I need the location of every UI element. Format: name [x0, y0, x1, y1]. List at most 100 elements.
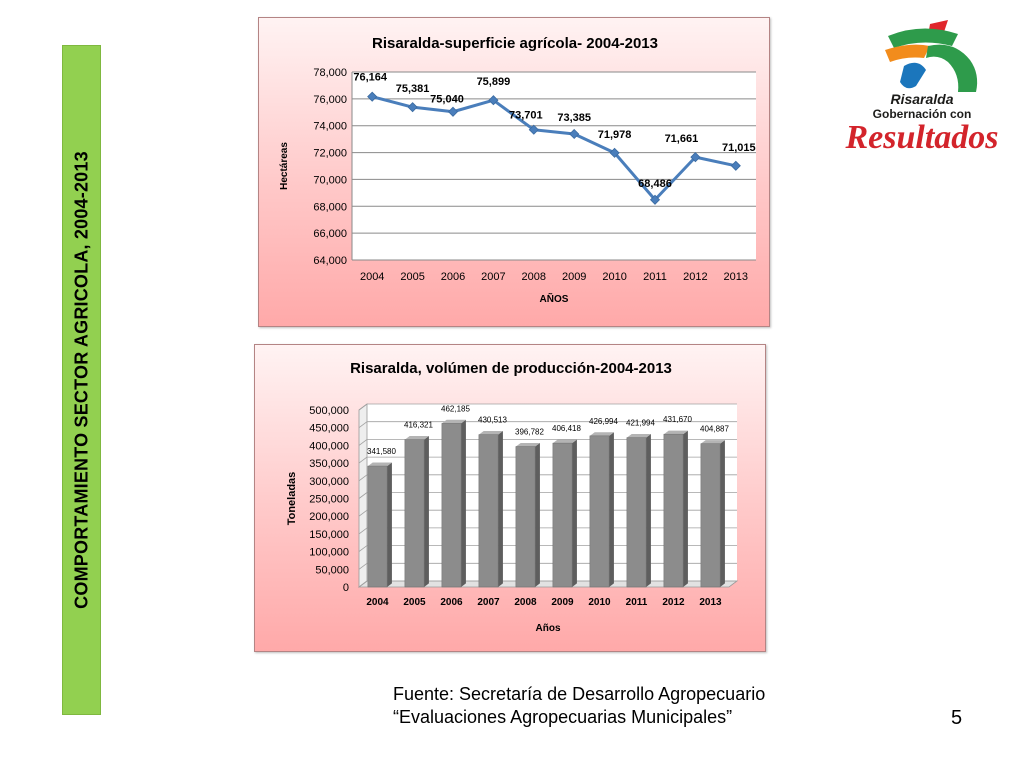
x-tick-label: 2006: [441, 271, 465, 283]
y-tick-label: 100,000: [309, 547, 349, 559]
bar-side: [387, 462, 392, 587]
data-point: [488, 95, 499, 106]
bar-top: [626, 434, 651, 438]
logo-line2: Gobernación con: [873, 107, 972, 121]
data-point: [690, 152, 701, 163]
x-tick-label: 2007: [481, 271, 505, 283]
data-label: 462,185: [441, 404, 470, 413]
data-label: 71,015: [722, 142, 756, 154]
data-label: 396,782: [515, 428, 544, 437]
gridline-side: [358, 545, 368, 552]
y-tick-label: 78,000: [313, 67, 347, 79]
gridline-side: [358, 474, 368, 482]
data-label: 341,580: [367, 447, 396, 456]
y-axis-label: Hectáreas: [279, 142, 290, 190]
x-tick-label: 2011: [643, 271, 667, 283]
bar-top: [515, 442, 540, 447]
y-tick-label: 72,000: [313, 148, 347, 160]
x-tick-label: 2007: [477, 597, 500, 608]
bar-top: [404, 436, 429, 440]
data-label: 431,670: [663, 415, 692, 424]
y-tick-label: 64,000: [313, 255, 347, 267]
bar-side: [646, 434, 651, 587]
x-tick-label: 2009: [562, 271, 586, 283]
bar-top: [441, 419, 466, 424]
logo-line1: Risaralda: [890, 91, 953, 107]
x-tick-label: 2006: [440, 597, 463, 608]
data-point: [528, 124, 539, 135]
page-number: 5: [951, 707, 963, 729]
bar-side: [461, 419, 466, 587]
data-label: 73,385: [557, 112, 591, 124]
gridline-side: [358, 492, 368, 499]
y-axis-label: Toneladas: [286, 472, 298, 526]
production-bar-chart-svg: Risaralda, volúmen de producción-2004-20…: [286, 360, 739, 634]
data-label: 421,994: [626, 419, 655, 428]
x-tick-label: 2005: [400, 271, 424, 283]
bar: [404, 439, 425, 588]
bar-side: [572, 439, 577, 587]
bar: [663, 433, 684, 588]
bar: [478, 434, 499, 588]
source-note: Fuente: Secretaría de Desarrollo Agropec…: [393, 683, 765, 729]
data-label: 71,661: [665, 133, 699, 145]
bar-side: [609, 432, 614, 587]
y-tick-label: 450,000: [309, 423, 349, 435]
gridline-side: [358, 580, 368, 588]
bar: [589, 435, 610, 588]
data-point: [649, 194, 661, 205]
data-label: 76,164: [353, 72, 388, 84]
data-point: [367, 91, 378, 102]
x-tick-label: 2013: [724, 271, 748, 283]
sidebar-band: COMPORTAMIENTO SECTOR AGRICOLA, 2004-201…: [62, 45, 101, 715]
y-tick-label: 350,000: [309, 458, 349, 470]
series-line: [371, 95, 737, 202]
y-tick-label: 500,000: [309, 405, 349, 417]
x-tick-label: 2008: [514, 597, 537, 608]
bar-top: [478, 430, 503, 435]
data-label: 75,040: [430, 94, 464, 106]
x-axis-label: AÑOS: [540, 292, 569, 305]
production-bar-chart: Risaralda, volúmen de producción-2004-20…: [254, 344, 766, 652]
data-point: [407, 102, 418, 113]
bar-top: [700, 440, 725, 444]
x-tick-label: 2004: [366, 597, 389, 608]
y-tick-label: 66,000: [313, 228, 347, 240]
gridline-side: [358, 509, 368, 517]
y-tick-label: 0: [343, 582, 349, 594]
bar-top: [367, 462, 392, 467]
y-tick-label: 50,000: [315, 564, 349, 576]
gridline-side: [358, 456, 368, 464]
y-tick-label: 74,000: [313, 121, 347, 133]
chart-title: Risaralda-superficie agrícola- 2004-2013: [372, 35, 658, 52]
data-label: 416,321: [404, 421, 433, 430]
source-line-1: Fuente: Secretaría de Desarrollo Agropec…: [393, 684, 766, 704]
x-tick-label: 2004: [360, 271, 384, 283]
gridline-side: [358, 403, 368, 411]
surface-line-chart: Risaralda-superficie agrícola- 2004-2013…: [258, 17, 770, 327]
x-tick-label: 2010: [602, 271, 626, 283]
surface-line-chart-svg: Risaralda-superficie agrícola- 2004-2013…: [279, 35, 756, 305]
x-tick-label: 2011: [626, 597, 648, 608]
data-label: 426,994: [589, 417, 618, 426]
bar: [626, 437, 647, 588]
risaralda-logo: Risaralda Gobernación con Resultados: [830, 10, 1010, 160]
y-tick-label: 250,000: [309, 494, 349, 506]
source-line-2: “Evaluaciones Agropecuarias Municipales”: [393, 707, 733, 727]
bar-top: [552, 439, 577, 444]
x-tick-label: 2012: [662, 597, 685, 608]
x-tick-label: 2005: [403, 597, 426, 608]
data-point: [730, 160, 741, 171]
x-tick-label: 2012: [683, 271, 707, 283]
data-label: 75,381: [396, 83, 430, 95]
y-tick-label: 70,000: [313, 174, 347, 186]
bar-side: [720, 440, 725, 587]
bar-top: [663, 430, 688, 435]
x-tick-label: 2008: [522, 271, 546, 283]
bar: [367, 465, 388, 588]
gridline-side: [358, 421, 368, 429]
x-axis-label: Años: [536, 623, 561, 634]
y-tick-label: 200,000: [309, 511, 349, 523]
bar: [441, 423, 462, 588]
data-label: 75,899: [477, 76, 511, 88]
